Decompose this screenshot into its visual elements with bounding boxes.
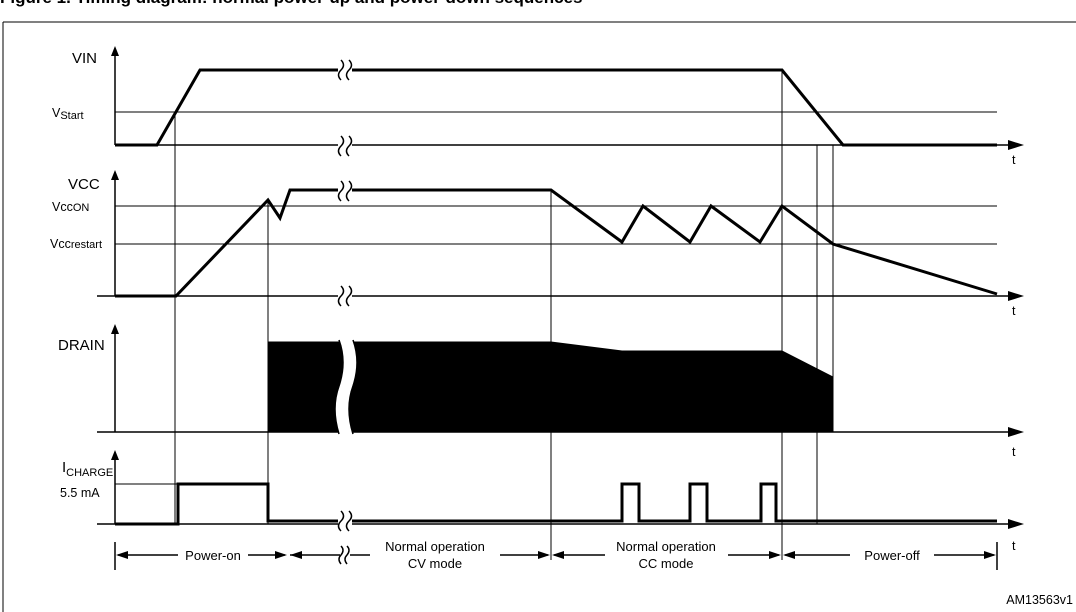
vccon-main: Vcc — [52, 200, 73, 214]
drain-switching-envelope — [267, 341, 834, 433]
figure-id: AM13563v1 — [1006, 593, 1073, 607]
vcc-label: VCC — [68, 176, 100, 193]
icharge-label: ICHARGE — [62, 459, 113, 479]
phase-label-power-on: Power-on — [185, 548, 241, 563]
vccrestart-subscript: restart — [71, 239, 102, 251]
phase-arrowheads — [116, 551, 996, 559]
vstart-main: V — [52, 106, 61, 120]
phase-label-cv-line1: Normal operation — [385, 539, 485, 554]
icharge-main: I — [62, 459, 66, 476]
t-label-vin: t — [1012, 153, 1016, 167]
guide-lines — [115, 70, 997, 560]
icharge-value-label: 5.5 mA — [60, 486, 100, 500]
t-label-vcc: t — [1012, 304, 1016, 318]
time-break-icharge — [337, 510, 353, 532]
vstart-label: VStart — [52, 106, 84, 122]
vccrestart-main: Vcc — [50, 237, 71, 251]
time-break-vcc-axis — [337, 285, 353, 307]
time-break-vcc-top — [337, 180, 353, 202]
icharge-waveform — [115, 482, 997, 526]
phase-label-cc-line1: Normal operation — [616, 539, 716, 554]
vcc-waveform — [115, 188, 998, 298]
phase-label-power-off: Power-off — [864, 548, 920, 563]
drain-label: DRAIN — [58, 337, 105, 354]
t-label-icharge: t — [1012, 539, 1016, 553]
t-label-drain: t — [1012, 445, 1016, 459]
vin-waveform — [115, 68, 997, 147]
axes — [97, 52, 1008, 525]
vccon-label: VccON — [52, 200, 89, 214]
phase-label-cc-line2: CC mode — [639, 556, 694, 571]
time-break-vin-top — [337, 59, 353, 81]
phase-label-cv-line2: CV mode — [408, 556, 462, 571]
figure-frame — [2, 21, 1076, 612]
time-break-drain — [334, 339, 358, 435]
vstart-subscript: Start — [60, 110, 83, 122]
vccon-subscript: ON — [73, 202, 90, 214]
time-break-vin-axis — [337, 135, 353, 157]
figure-title: Figure 1. Timing diagram: normal power-u… — [0, 0, 582, 8]
icharge-subscript: CHARGE — [66, 467, 113, 479]
axis-arrowheads — [111, 46, 1024, 529]
vccrestart-label: Vccrestart — [50, 237, 102, 251]
vin-label: VIN — [72, 50, 97, 67]
